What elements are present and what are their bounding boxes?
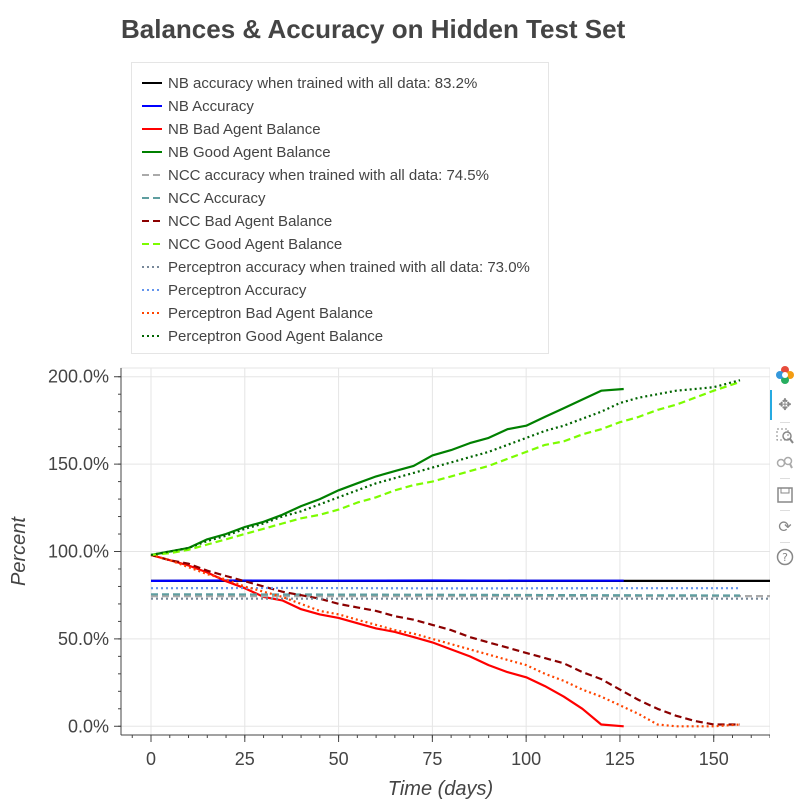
x-tick-label: 75 [422, 749, 442, 769]
legend-item[interactable]: NB Bad Agent Balance [140, 119, 321, 139]
legend-label: Perceptron Accuracy [168, 281, 307, 299]
legend-item[interactable]: NCC Accuracy [140, 188, 266, 208]
chart-title: Balances & Accuracy on Hidden Test Set [121, 14, 626, 44]
help-icon[interactable]: ? [774, 546, 796, 568]
series-line [150, 553, 624, 728]
legend-label: NB Bad Agent Balance [168, 120, 321, 138]
y-axis-title: Percent [8, 516, 30, 586]
legend-item[interactable]: NB accuracy when trained with all data: … [140, 73, 477, 93]
legend-item[interactable]: Perceptron Good Agent Balance [140, 326, 383, 346]
pan-icon[interactable]: ✥ [778, 397, 792, 414]
legend-swatch [142, 266, 162, 268]
legend-swatch [142, 312, 162, 314]
plot-area: 0 25 50 75 100 125 150 0.0% 50.0% 100.0% 150.0% 200… [8, 367, 770, 800]
svg-text:?: ? [782, 551, 788, 564]
legend-swatch [142, 105, 162, 107]
legend-label: NCC accuracy when trained with all data:… [168, 166, 489, 184]
legend-swatch [142, 82, 162, 84]
x-tick-label: 150 [699, 749, 729, 769]
legend-item[interactable]: NCC accuracy when trained with all data:… [140, 165, 489, 185]
legend-swatch [142, 243, 162, 245]
legend-label: NCC Good Agent Balance [168, 235, 343, 253]
legend-label: NCC Accuracy [168, 189, 266, 207]
x-tick-label: 0 [146, 749, 156, 769]
legend-label: Perceptron Bad Agent Balance [168, 304, 374, 322]
reset-icon[interactable]: ⟳ [778, 519, 792, 536]
legend-item[interactable]: Perceptron Accuracy [140, 280, 306, 300]
legend-item[interactable]: NB Good Agent Balance [140, 142, 331, 162]
toolbar: ✥ ⟳ ? [770, 362, 800, 602]
legend-swatch [142, 220, 162, 222]
legend-swatch [142, 174, 162, 176]
legend-label: NB Accuracy [168, 97, 254, 115]
legend-item[interactable]: NCC Good Agent Balance [140, 234, 342, 254]
bokeh-logo-icon[interactable] [774, 364, 796, 386]
legend-item[interactable]: NB Accuracy [140, 96, 254, 116]
y-tick-label: 0.0% [68, 716, 109, 736]
legend-swatch [142, 128, 162, 130]
legend-item[interactable]: Perceptron Bad Agent Balance [140, 303, 373, 323]
legend-swatch [142, 289, 162, 291]
legend-swatch [142, 197, 162, 199]
series-line [150, 553, 740, 726]
series-line [150, 379, 741, 557]
y-tick-label: 200.0% [48, 367, 109, 387]
legend-label: NB accuracy when trained with all data: … [168, 74, 478, 92]
y-tick-label: 50.0% [58, 629, 109, 649]
legend-swatch [142, 335, 162, 337]
wheel-zoom-icon[interactable] [774, 452, 796, 474]
legend-label: NB Good Agent Balance [168, 143, 331, 161]
y-tick-label: 100.0% [48, 542, 109, 562]
series-line [150, 380, 741, 557]
x-axis-title: Time (days) [388, 778, 493, 800]
box-zoom-icon[interactable] [774, 426, 796, 448]
legend-label: Perceptron accuracy when trained with al… [168, 258, 530, 276]
legend-swatch [142, 151, 162, 153]
series-line [150, 387, 624, 557]
legend-item[interactable]: Perceptron accuracy when trained with al… [140, 257, 530, 277]
y-tick-label: 150.0% [48, 454, 109, 474]
x-tick-label: 100 [511, 749, 541, 769]
legend-label: Perceptron Good Agent Balance [168, 327, 384, 345]
x-tick-label: 50 [329, 749, 349, 769]
save-icon[interactable] [774, 484, 796, 506]
legend-label: NCC Bad Agent Balance [168, 212, 333, 230]
legend: NB accuracy when trained with all data: … [131, 62, 549, 354]
legend-item[interactable]: NCC Bad Agent Balance [140, 211, 332, 231]
x-tick-label: 25 [235, 749, 255, 769]
series-line [150, 553, 741, 728]
x-tick-label: 125 [605, 749, 635, 769]
series-line [150, 593, 741, 597]
